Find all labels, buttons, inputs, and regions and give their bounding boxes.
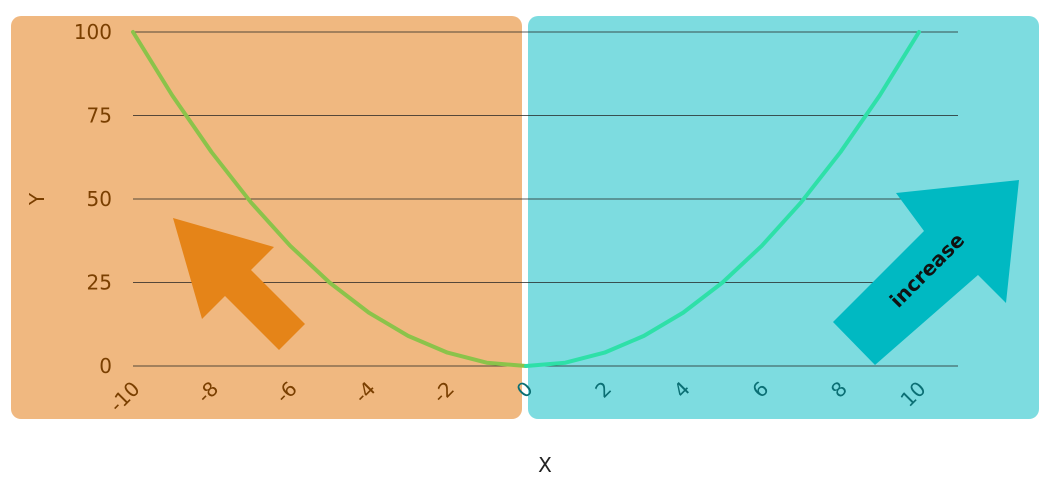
y-tick-label: 100 bbox=[74, 20, 112, 44]
y-tick-label: 50 bbox=[87, 187, 112, 211]
y-axis-label: Y bbox=[25, 192, 49, 206]
x-axis-label: X bbox=[538, 453, 552, 477]
y-tick-label: 75 bbox=[87, 104, 112, 128]
decrease-arrow-icon bbox=[173, 218, 305, 350]
increase-arrow-icon bbox=[833, 180, 1019, 365]
y-tick-labels: 0 25 50 75 100 bbox=[74, 20, 112, 378]
y-tick-label: 25 bbox=[87, 271, 112, 295]
y-tick-label: 0 bbox=[99, 354, 112, 378]
series-curve bbox=[131, 30, 921, 368]
curve-positive-x bbox=[524, 30, 921, 368]
curve-negative-x bbox=[131, 30, 528, 368]
